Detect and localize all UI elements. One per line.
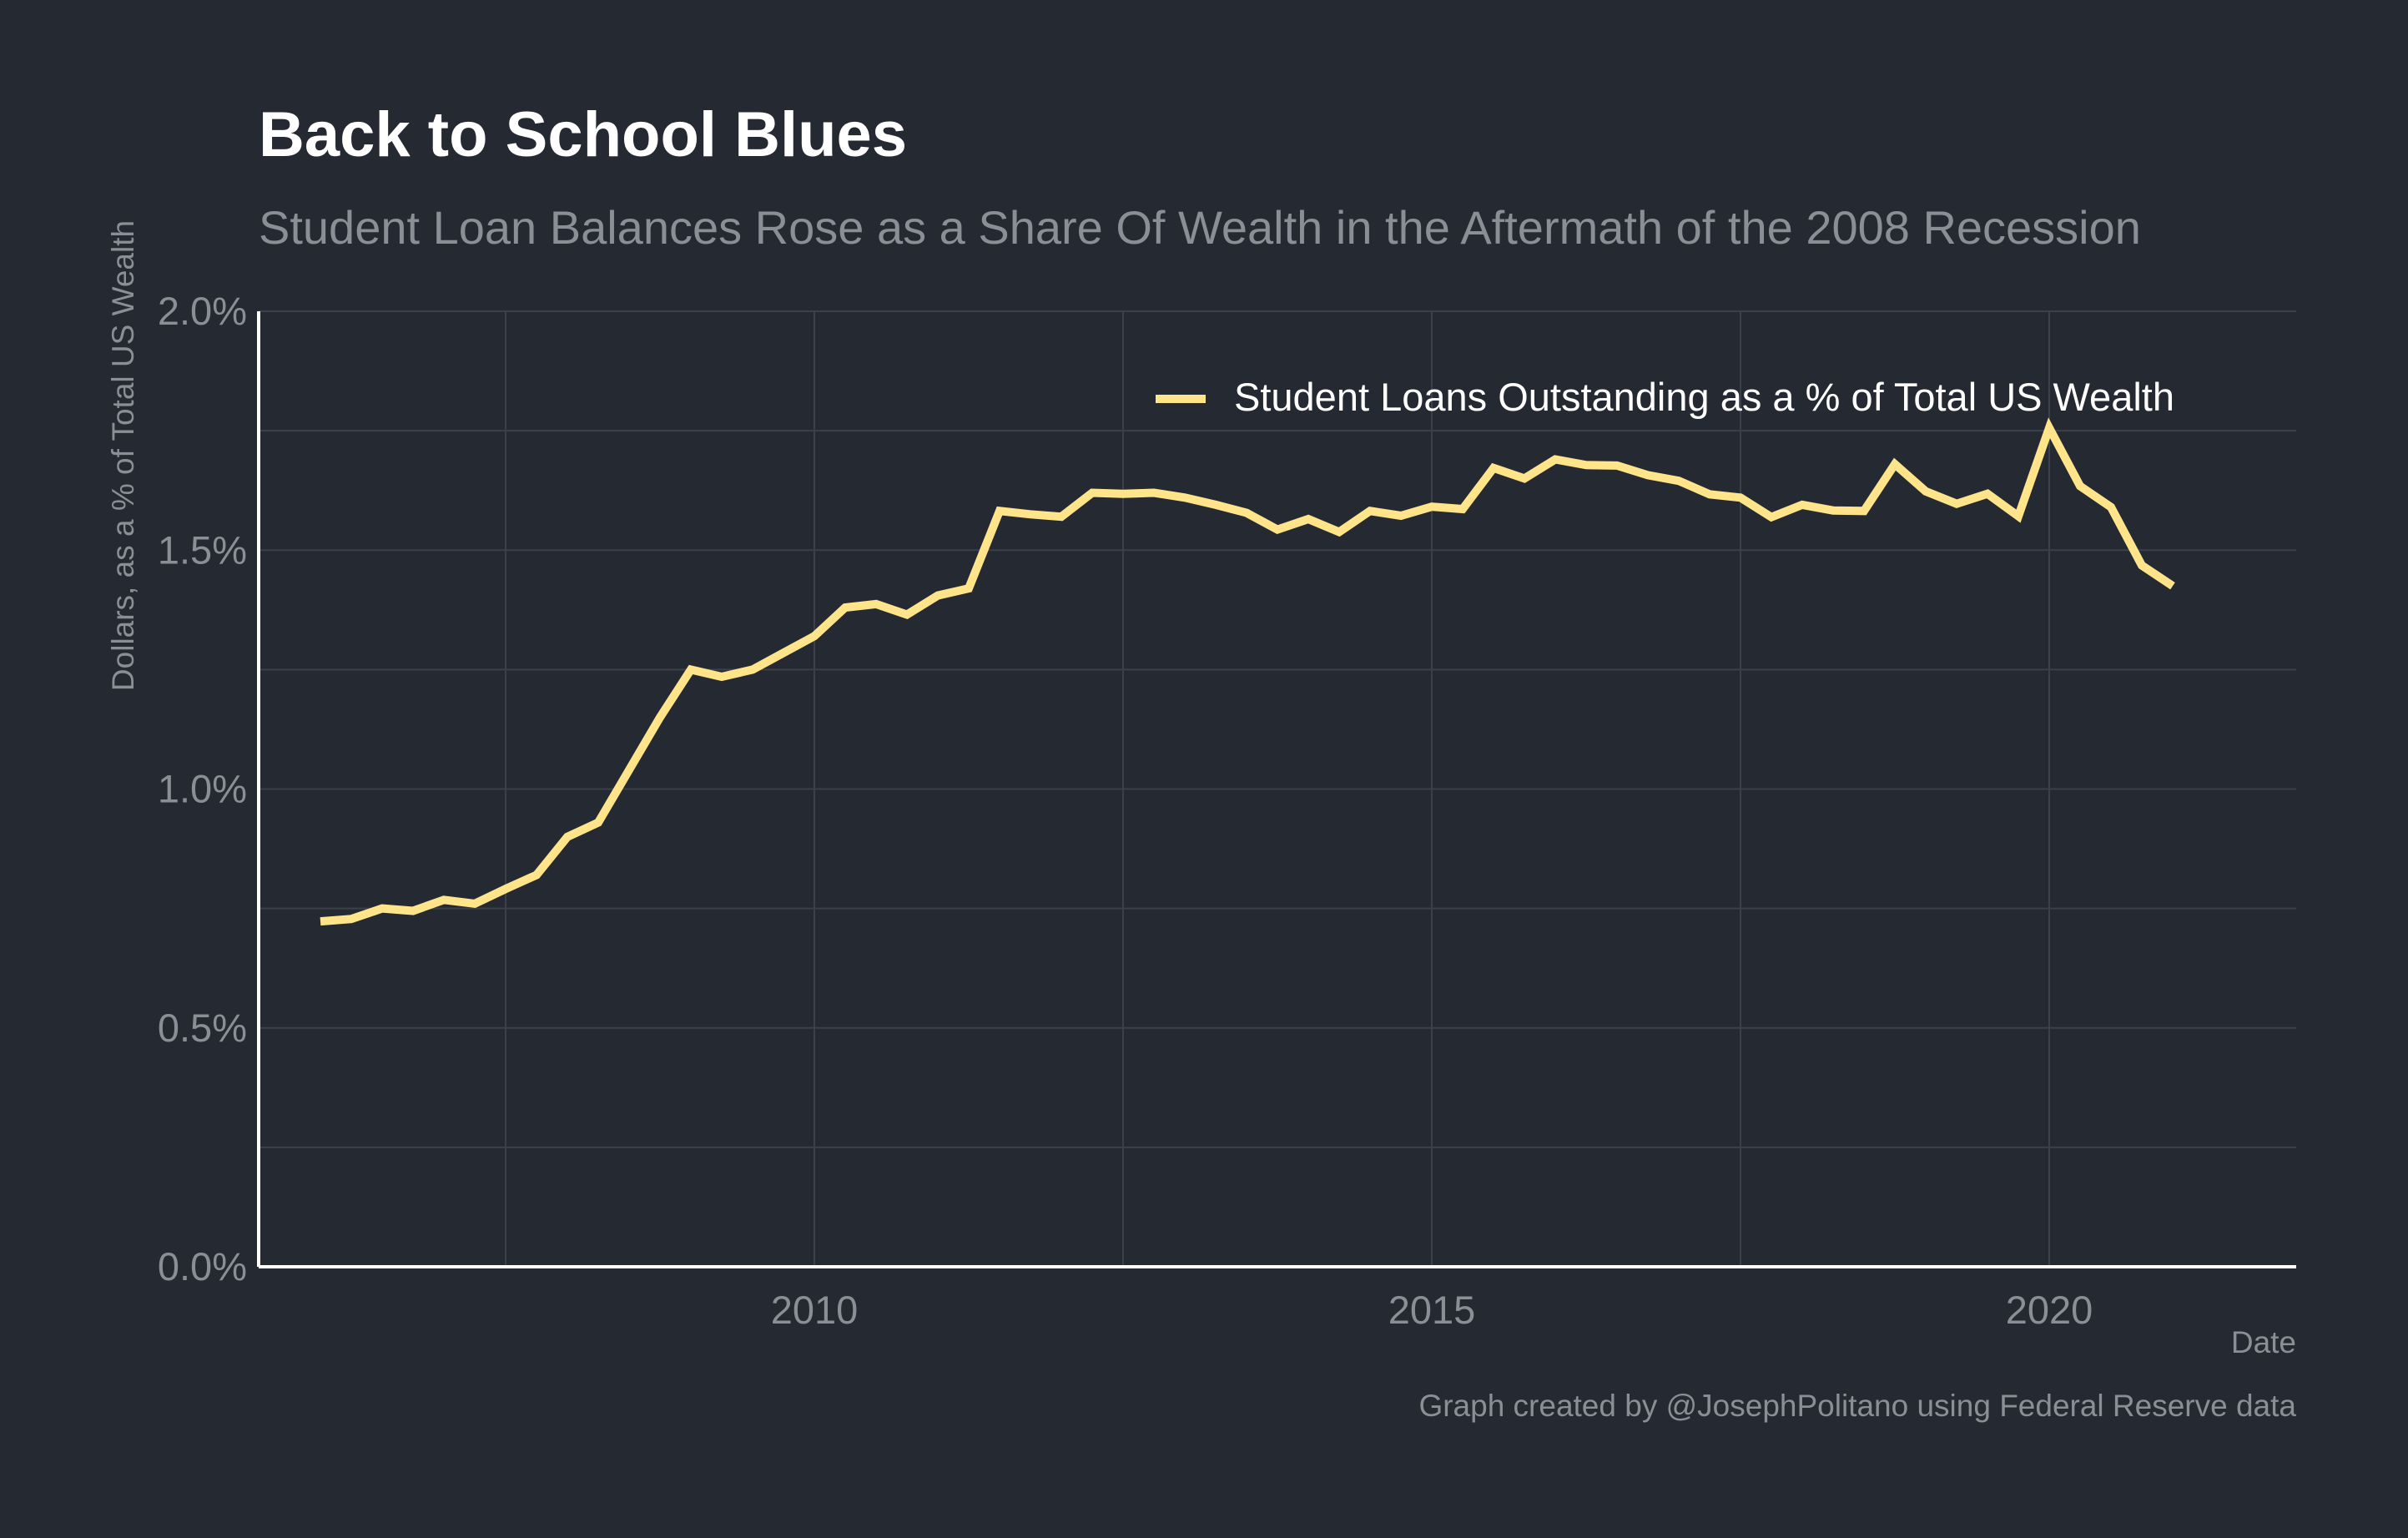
major-gridlines [259, 310, 2296, 1268]
axes [257, 311, 2296, 1268]
x-tick-labels: 2010 2015 2020 [771, 1288, 2093, 1332]
legend: Student Loans Outstanding as a % of Tota… [1156, 375, 2174, 419]
y-tick-label: 0.0% [158, 1244, 247, 1288]
x-tick-label: 2010 [771, 1288, 859, 1332]
y-axis-label: Dollars, as a % of Total US Wealth [106, 220, 140, 691]
x-tick-label: 2015 [1388, 1288, 1476, 1332]
x-tick-label: 2020 [2006, 1288, 2093, 1332]
y-tick-label: 0.5% [158, 1006, 247, 1050]
chart-title: Back to School Blues [259, 99, 908, 170]
y-tick-label: 1.0% [158, 767, 247, 811]
chart-subtitle: Student Loan Balances Rose as a Share Of… [259, 201, 2141, 254]
chart-caption: Graph created by @JosephPolitano using F… [1418, 1389, 2296, 1423]
y-tick-label: 2.0% [158, 289, 247, 333]
series-line [320, 417, 2175, 926]
x-axis-label: Date [2231, 1325, 2296, 1359]
series-layer [320, 417, 2175, 926]
y-tick-label: 1.5% [158, 527, 247, 572]
legend-label: Student Loans Outstanding as a % of Tota… [1234, 375, 2174, 419]
y-tick-labels: 0.0% 0.5% 1.0% 1.5% 2.0% [158, 289, 247, 1288]
